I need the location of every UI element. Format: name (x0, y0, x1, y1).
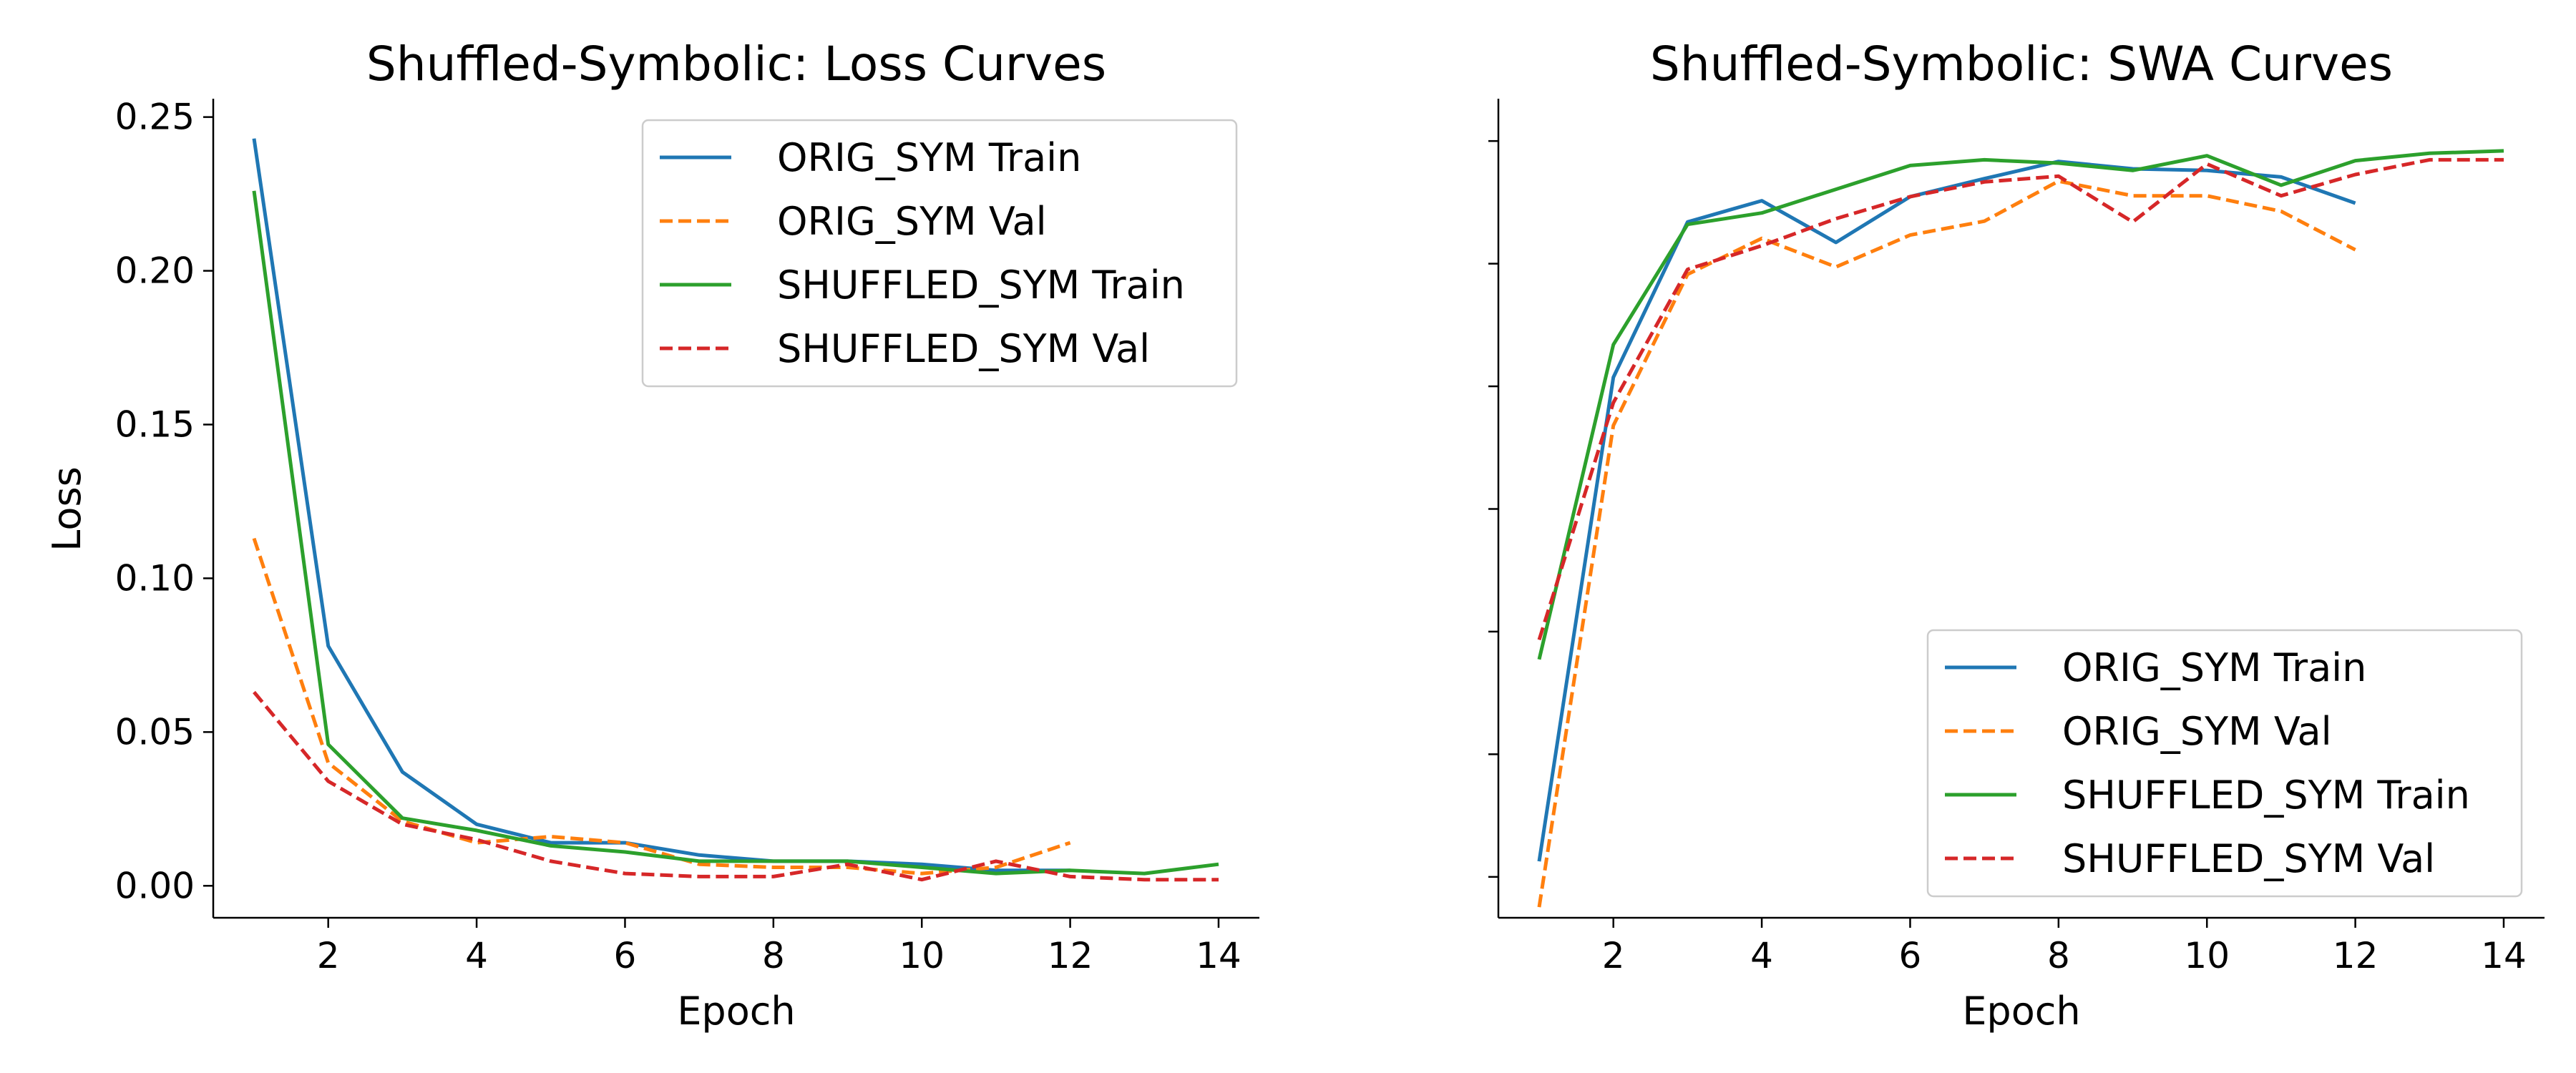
legend-label: ORIG_SYM Val (777, 199, 1047, 244)
x-tick-label: 12 (2333, 935, 2379, 976)
y-axis-label: Loss (44, 466, 89, 551)
x-tick-label: 10 (899, 935, 945, 976)
legend-label: ORIG_SYM Val (2062, 709, 2332, 754)
x-axis-label: Epoch (677, 989, 795, 1034)
x-tick-label: 10 (2184, 935, 2230, 976)
legend: ORIG_SYM Train ORIG_SYM Val SHUFFLED_SYM T… (641, 119, 1238, 388)
x-tick-label: 14 (1196, 935, 1241, 976)
y-tick-label: 0.25 (115, 97, 195, 138)
legend: ORIG_SYM Train ORIG_SYM Val SHUFFLED_SYM T… (1926, 629, 2523, 898)
series-line-shuffled-sym-val (253, 690, 1219, 882)
y-tick-label: 0.20 (115, 250, 195, 292)
x-tick-label: 8 (2047, 935, 2070, 976)
series-line-orig-sym-train (252, 138, 1070, 873)
series-line-shuffled-sym-train (1537, 149, 2504, 660)
series-line-shuffled-sym-train (252, 190, 1219, 876)
x-tick-label: 4 (1750, 935, 1773, 976)
legend-label: ORIG_SYM Train (2062, 645, 2366, 690)
y-tick-label: 0.10 (115, 557, 195, 599)
x-tick-label: 6 (614, 935, 637, 976)
x-tick-label: 12 (1048, 935, 1093, 976)
y-tick-label: 0.15 (115, 404, 195, 446)
legend-label: SHUFFLED_SYM Val (777, 326, 1150, 371)
x-tick-label: 2 (317, 935, 340, 976)
x-tick-label: 4 (465, 935, 488, 976)
legend-label: SHUFFLED_SYM Train (2062, 773, 2470, 818)
x-tick-label: 2 (1602, 935, 1625, 976)
legend-label: SHUFFLED_SYM Train (777, 263, 1185, 308)
x-tick-label: 6 (1899, 935, 1922, 976)
y-tick-label: 0.00 (115, 865, 195, 906)
x-tick-label: 14 (2481, 935, 2527, 976)
loss-curves-panel: Shuffled-Symbolic: Loss Curves 2 4 6 8 10 12 14… (44, 36, 1259, 1034)
series-line-shuffled-sym-val (1537, 157, 2504, 641)
series-line-orig-sym-val (252, 537, 1071, 876)
series-line-orig-sym-val (1537, 179, 2356, 908)
legend-label: ORIG_SYM Train (777, 135, 1081, 180)
swa-curves-panel: Shuffled-Symbolic: SWA Curves 2 4 6 8 10 12 14 E… (1488, 36, 2545, 1034)
legend-frame (641, 119, 1238, 388)
chart-title: Shuffled-Symbolic: SWA Curves (1650, 36, 2393, 92)
chart-title: Shuffled-Symbolic: Loss Curves (366, 36, 1106, 92)
x-tick-label: 8 (762, 935, 785, 976)
legend-frame (1926, 629, 2523, 898)
y-tick-label: 0.05 (115, 711, 195, 753)
legend-label: SHUFFLED_SYM Val (2062, 836, 2435, 881)
x-axis-label: Epoch (1962, 989, 2080, 1034)
